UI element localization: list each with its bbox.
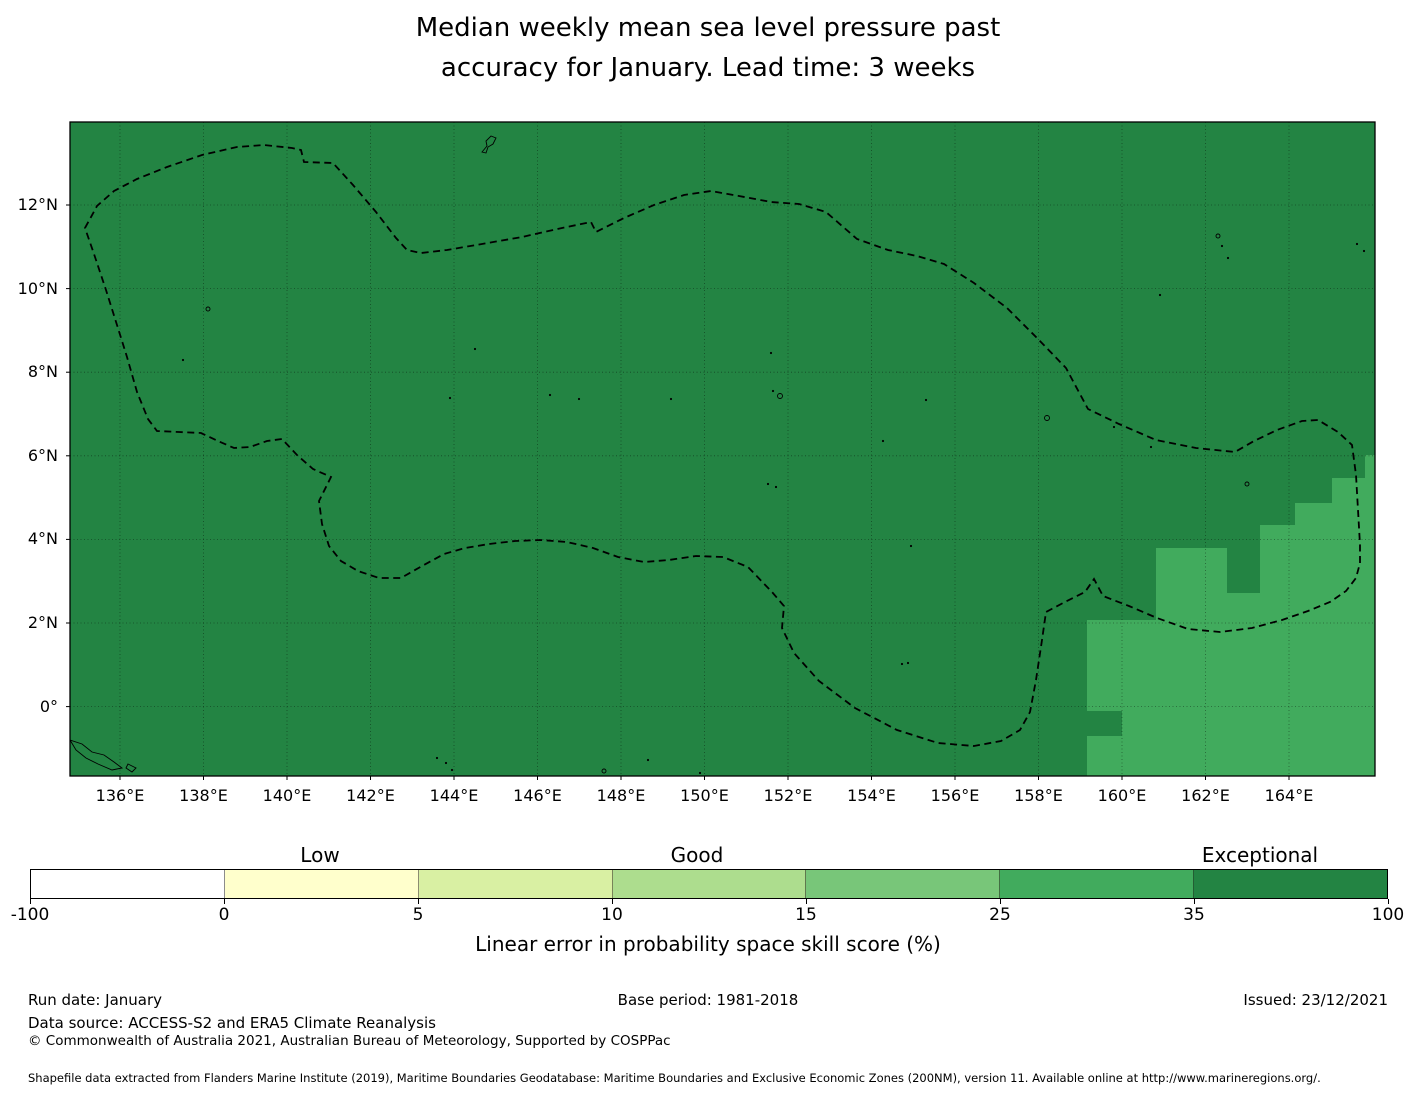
colorbar-segment (31, 870, 225, 898)
colorbar-segment (1000, 870, 1195, 898)
colorbar-tick-label: 5 (412, 905, 424, 925)
colorbar-tick-label: 100 (1371, 905, 1405, 925)
colorbar-tick-mark (1194, 899, 1195, 904)
x-tick-label: 154°E (847, 786, 896, 805)
eez-dashed-boundary (84, 144, 1361, 747)
x-tick-label: 158°E (1014, 786, 1063, 805)
island-outlines (70, 135, 1250, 774)
chuuk-atoll (777, 393, 783, 399)
kosrae-island (1244, 481, 1250, 487)
colorbar (30, 869, 1388, 899)
colorbar-tick-label: 35 (1183, 905, 1205, 925)
colorbar-axis-label: Linear error in probability space skill … (475, 932, 941, 956)
colorbar-segment (1194, 870, 1388, 898)
data-source-text: Data source: ACCESS-S2 and ERA5 Climate … (28, 1014, 436, 1032)
x-tick-label: 144°E (429, 786, 479, 805)
atoll-outline (601, 768, 607, 774)
y-tick-label: 0° (39, 696, 58, 716)
colorbar-tick-mark (418, 899, 419, 904)
y-tick-label: 8°N (27, 362, 58, 382)
x-tick-label: 142°E (346, 786, 395, 805)
colorbar-segment (612, 870, 807, 898)
issued-date-text: Issued: 23/12/2021 (1243, 991, 1388, 1009)
pohnpei-island (1044, 415, 1050, 421)
colorbar-tick-mark (806, 899, 807, 904)
colorbar-category-label: Low (300, 843, 340, 867)
x-tick-label: 150°E (680, 786, 729, 805)
colorbar-tick-mark (224, 899, 225, 904)
colorbar-tick-label: -100 (10, 905, 50, 925)
chart-title-line1: Median weekly mean sea level pressure pa… (415, 13, 1001, 43)
x-tick-label: 156°E (930, 786, 980, 805)
x-tick-label: 148°E (596, 786, 646, 805)
colorbar-category-label: Good (670, 843, 724, 867)
colorbar-tick-label: 10 (601, 905, 623, 925)
x-tick-label: 164°E (1264, 786, 1314, 805)
map-region-25-35-band (1087, 455, 1375, 776)
copyright-text: © Commonwealth of Australia 2021, Austra… (28, 1033, 671, 1049)
colorbar-tick-label: 0 (218, 905, 230, 925)
coastline-southwest (70, 739, 124, 771)
x-tick-label: 140°E (262, 786, 312, 805)
y-tick-label: 2°N (27, 613, 58, 632)
x-tick-label: 146°E (513, 786, 562, 805)
yap-island (205, 306, 211, 312)
colorbar-tick-mark (1388, 899, 1389, 904)
graticule-gridlines (70, 122, 1375, 776)
x-tick-label: 136°E (95, 786, 145, 805)
map-region-exceptional-insets (1087, 548, 1260, 736)
x-tick-label: 160°E (1097, 786, 1147, 805)
coastline-southwest-islet (125, 763, 137, 773)
island-dots (181, 242, 1366, 775)
base-period-text: Base period: 1981-2018 (617, 991, 799, 1009)
x-tick-label: 138°E (179, 786, 228, 805)
colorbar-tick-mark (1000, 899, 1001, 904)
y-tick-label: 12°N (17, 195, 58, 214)
colorbar-segment (418, 870, 613, 898)
x-tick-label: 162°E (1181, 786, 1230, 805)
x-tick-label: 152°E (763, 786, 813, 805)
enewetak-atoll (1215, 233, 1221, 239)
chart-title-line2: accuracy for January. Lead time: 3 weeks (440, 53, 976, 83)
y-tick-label: 4°N (27, 529, 58, 549)
colorbar-segment (224, 870, 419, 898)
colorbar-tick-label: 25 (989, 905, 1011, 925)
y-tick-label: 10°N (17, 278, 58, 298)
map-frame (69, 121, 1376, 777)
colorbar-tick-mark (30, 899, 31, 904)
run-date-text: Run date: January (28, 991, 163, 1009)
colorbar-tick-mark (612, 899, 613, 904)
colorbar-tick-label: 15 (795, 905, 817, 925)
axis-tick-marks (66, 204, 1290, 780)
colorbar-category-label: Exceptional (1201, 843, 1319, 867)
shapefile-note-text: Shapefile data extracted from Flanders M… (28, 1071, 1321, 1085)
guam-island-outline (481, 135, 497, 154)
y-tick-label: 6°N (27, 445, 58, 465)
colorbar-segment (806, 870, 1001, 898)
